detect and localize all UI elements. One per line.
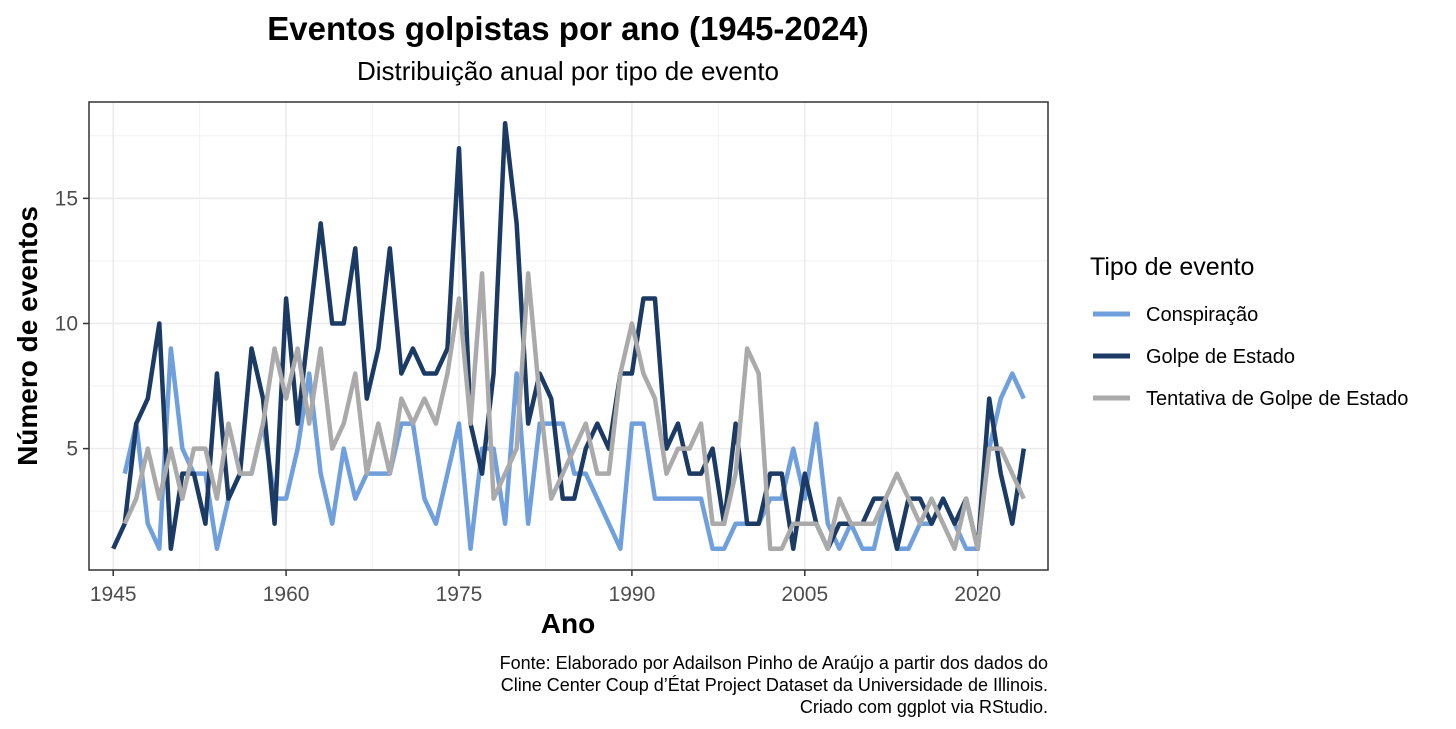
legend: Tipo de evento Conspiração Golpe de Esta… [1090, 253, 1408, 410]
caption-line-1: Fonte: Elaborado por Adailson Pinho de A… [500, 653, 1048, 673]
caption-line-2: Cline Center Coup d’État Project Dataset… [501, 675, 1048, 695]
x-tick-label: 2005 [781, 583, 828, 606]
series-line-golpe-de-estado [111, 121, 1027, 551]
legend-label-conspiracao: Conspiração [1146, 304, 1258, 326]
legend-label-tentativa: Tentativa de Golpe de Estado [1146, 388, 1408, 410]
x-tick-label: 1990 [609, 583, 656, 606]
y-tick-label: 15 [55, 187, 78, 210]
chart-subtitle: Distribuição anual por tipo de evento [357, 56, 779, 86]
x-tick-label: 1960 [263, 583, 310, 606]
y-tick-label: 10 [55, 312, 78, 335]
x-tick-label: 1975 [436, 583, 483, 606]
caption-line-3: Criado com ggplot via RStudio. [800, 697, 1048, 717]
chart-title: Eventos golpistas por ano (1945-2024) [267, 10, 869, 47]
legend-title: Tipo de evento [1090, 253, 1254, 281]
legend-label-golpe-de-estado: Golpe de Estado [1146, 346, 1295, 368]
series-lines [111, 121, 1027, 551]
y-axis-title: Número de eventos [12, 206, 43, 466]
plot-panel-border [88, 101, 1049, 571]
y-tick-label: 5 [66, 438, 78, 461]
caption: Fonte: Elaborado por Adailson Pinho de A… [500, 653, 1048, 717]
x-tick-label: 1945 [90, 583, 137, 606]
axis-ticks: 1945 1960 1975 1990 2005 2020 5 10 15 [55, 187, 1001, 606]
x-axis-title: Ano [541, 608, 595, 639]
x-tick-label: 2020 [954, 583, 1001, 606]
series-line-tentativa-de-golpe-de-estado [122, 271, 1026, 551]
